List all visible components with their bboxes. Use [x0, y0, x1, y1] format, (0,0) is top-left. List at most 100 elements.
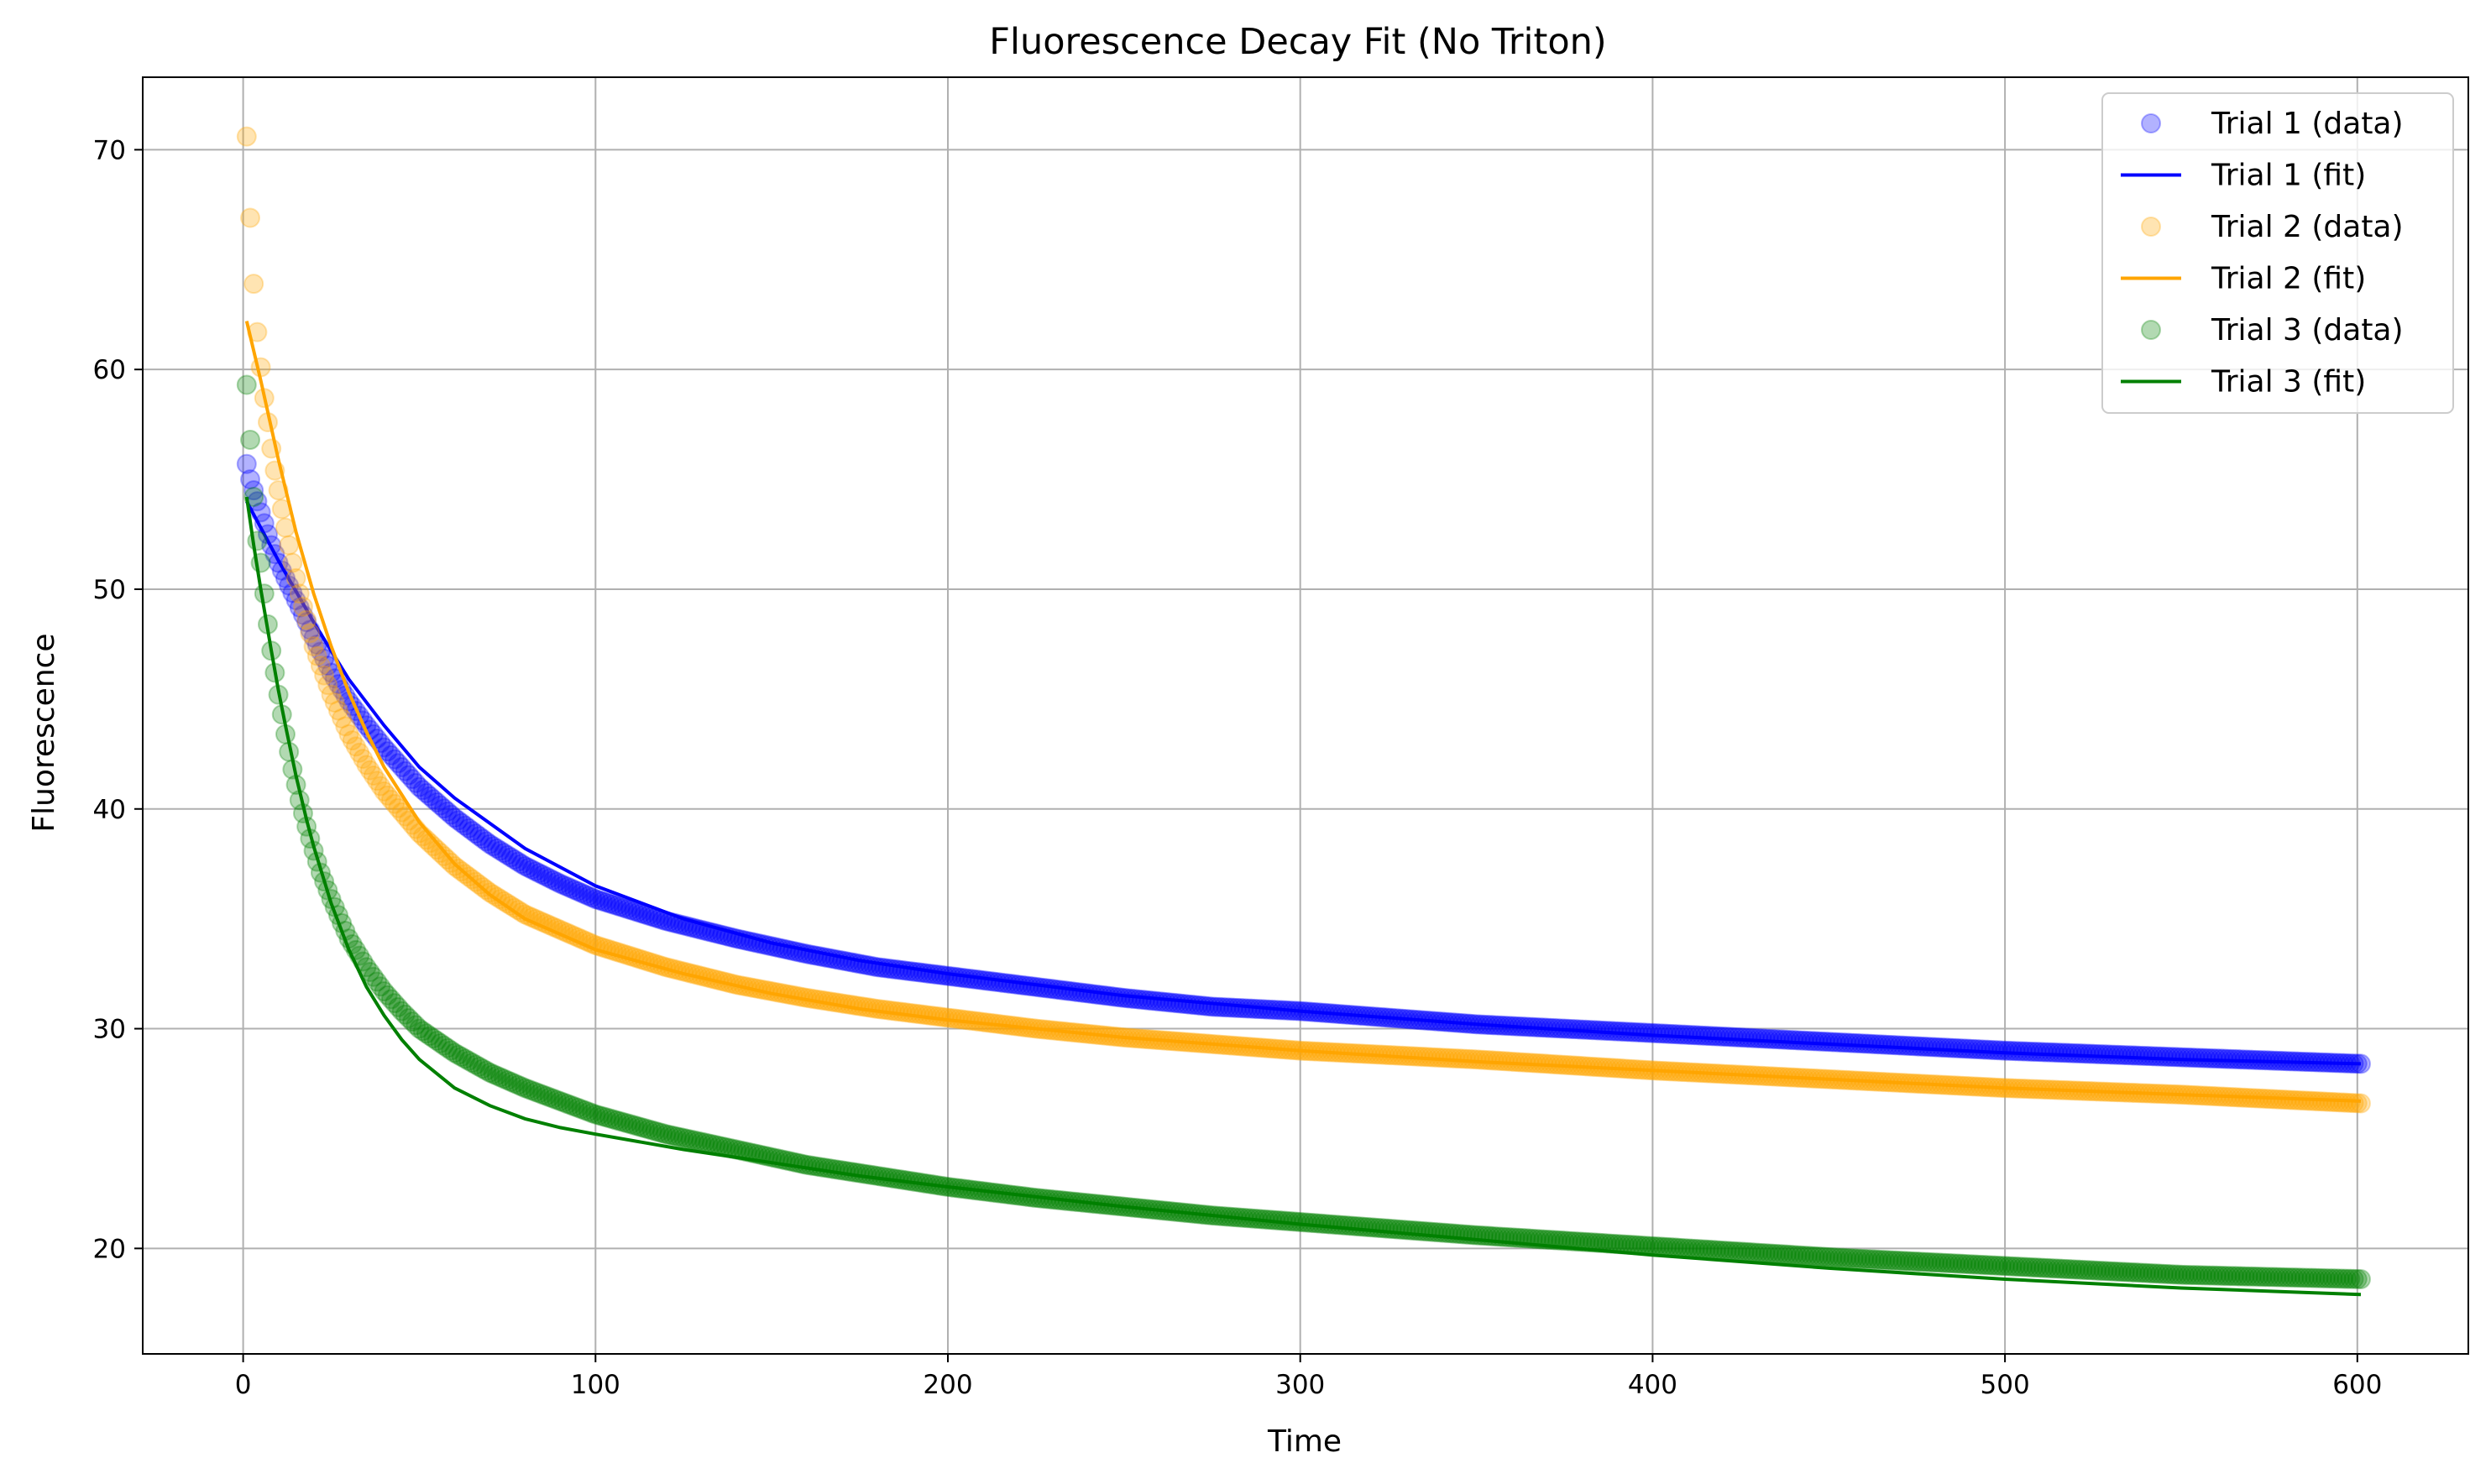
trial-3-data-point: [458, 1050, 479, 1071]
trial-1-data-point: [1705, 1026, 1726, 1047]
trial-3-data-point: [427, 1030, 447, 1051]
trial-3-data-point: [568, 1097, 589, 1118]
trial-1-data-point: [2069, 1043, 2090, 1064]
trial-1-data-point: [1670, 1024, 1691, 1045]
trial-3-data-point: [462, 1053, 483, 1074]
trial-1-data-point: [2044, 1042, 2064, 1063]
trial-2-data-point: [300, 623, 321, 644]
trial-1-data-point: [2016, 1041, 2037, 1062]
trial-1-data-point: [518, 857, 539, 878]
trial-1-data-point: [2117, 1045, 2138, 1066]
trial-3-data-point: [2294, 1267, 2315, 1288]
y-axis: 20 30 40 50 60 70: [93, 135, 143, 1264]
trial-3-data-point: [532, 1084, 553, 1105]
trial-1-data-point: [1825, 1032, 1846, 1053]
trial-2-data-point: [2337, 1092, 2358, 1113]
trial-2-data-point: [285, 567, 306, 588]
trial-3-data-point: [2030, 1257, 2051, 1278]
trial-3-data-point: [673, 1127, 694, 1148]
trial-2-data-point: [367, 771, 388, 792]
trial-3-data-point: [451, 1047, 472, 1068]
trial-3-data-point: [1846, 1248, 1867, 1269]
trial-1-data-point: [547, 871, 568, 892]
legend-item-trial-2-data: Trial 2 (data): [2141, 210, 2404, 244]
trial-2-data-point: [377, 785, 398, 806]
trial-1-fit-series: [245, 500, 2362, 1066]
trial-3-data-point: [2199, 1265, 2220, 1286]
trial-3-data-point: [680, 1129, 701, 1150]
trial-3-data-point: [465, 1054, 486, 1075]
trial-3-data-point: [2255, 1267, 2276, 1288]
trial-3-data-point: [645, 1121, 666, 1142]
trial-3-data-point: [2122, 1262, 2143, 1283]
trial-2-data-point: [349, 742, 370, 763]
trial-2-data-point: [321, 684, 342, 705]
x-tick-label: 200: [923, 1370, 972, 1400]
trial-1-data-point: [420, 786, 441, 807]
trial-3-data-point: [476, 1060, 497, 1081]
trial-3-data-point: [2329, 1268, 2350, 1289]
trial-1-data-point: [2023, 1041, 2044, 1062]
trial-3-data-point: [613, 1112, 634, 1133]
trial-3-data-point: [2234, 1266, 2255, 1287]
trial-1-data-point: [2107, 1044, 2128, 1065]
trial-1-data-point: [2192, 1048, 2213, 1069]
trial-3-data-point: [606, 1110, 627, 1131]
trial-3-data-point: [2037, 1257, 2058, 1278]
trial-3-data-point: [1981, 1255, 2002, 1276]
legend-box: [2101, 92, 2454, 414]
trial-1-data-point: [1945, 1037, 1966, 1058]
trial-3-data-point: [500, 1071, 521, 1092]
trial-1-data-point: [1960, 1038, 1981, 1059]
trial-1-data-point: [1878, 1034, 1899, 1055]
trial-3-data-point: [539, 1087, 560, 1108]
trial-1-data-point: [1871, 1034, 1892, 1055]
trial-3-data-point: [489, 1067, 510, 1088]
trial-2-data-point: [388, 797, 409, 818]
trial-3-data-point: [1995, 1256, 2016, 1277]
trial-3-data-point: [648, 1121, 669, 1142]
trial-3-data-point: [1977, 1255, 1998, 1276]
trial-2-data-point: [2347, 1093, 2368, 1114]
trial-3-data-point: [1881, 1250, 1902, 1271]
trial-3-data-point: [483, 1063, 504, 1084]
trial-1-data-point: [1663, 1024, 1684, 1045]
trial-2-data-point: [356, 755, 377, 776]
trial-1-data-point: [2019, 1041, 2040, 1062]
trial-1-data-point: [1811, 1031, 1832, 1052]
trial-2-data-point: [335, 716, 356, 737]
trial-3-data-point: [2311, 1267, 2332, 1288]
trial-2-data-point: [314, 665, 335, 686]
trial-1-data-point: [532, 865, 553, 886]
trial-2-data-point: [2343, 1093, 2364, 1114]
trial-1-data-point: [1991, 1040, 2012, 1061]
trial-1-data-point: [2167, 1047, 2188, 1068]
x-tick-label: 600: [2332, 1370, 2382, 1400]
trial-1-data-point: [1987, 1040, 2008, 1061]
trial-2-data-point: [391, 802, 412, 823]
trial-3-data-point: [571, 1099, 592, 1120]
trial-2-data-point: [338, 724, 359, 745]
trial-1-data-point: [2111, 1044, 2132, 1065]
legend-label: Trial 2 (fit): [2211, 262, 2366, 296]
trial-2-data-point: [332, 708, 353, 729]
trial-2-data-point: [385, 793, 406, 814]
trial-1-data-point: [536, 866, 557, 887]
trial-1-data-point: [479, 833, 500, 854]
trial-1-data-point: [617, 898, 638, 919]
trial-3-data-point: [391, 1001, 412, 1022]
trial-3-data-point: [2305, 1267, 2326, 1288]
legend-marker: [2141, 113, 2161, 133]
trial-1-data-point: [2090, 1043, 2111, 1064]
trial-3-data-point: [620, 1114, 641, 1135]
trial-1-data-point: [1815, 1032, 1836, 1053]
trial-1-data-point: [2128, 1045, 2149, 1066]
trial-1-data-point: [521, 860, 542, 880]
trial-1-data-point: [1667, 1024, 1688, 1045]
trial-3-data-point: [2101, 1261, 2122, 1282]
trial-3-data-point: [525, 1081, 546, 1102]
trial-3-data-point: [504, 1073, 525, 1094]
trial-3-data-point: [2016, 1257, 2037, 1278]
legend-item-trial-1-fit: Trial 1 (fit): [2121, 159, 2366, 193]
trial-1-data-point: [571, 882, 592, 903]
